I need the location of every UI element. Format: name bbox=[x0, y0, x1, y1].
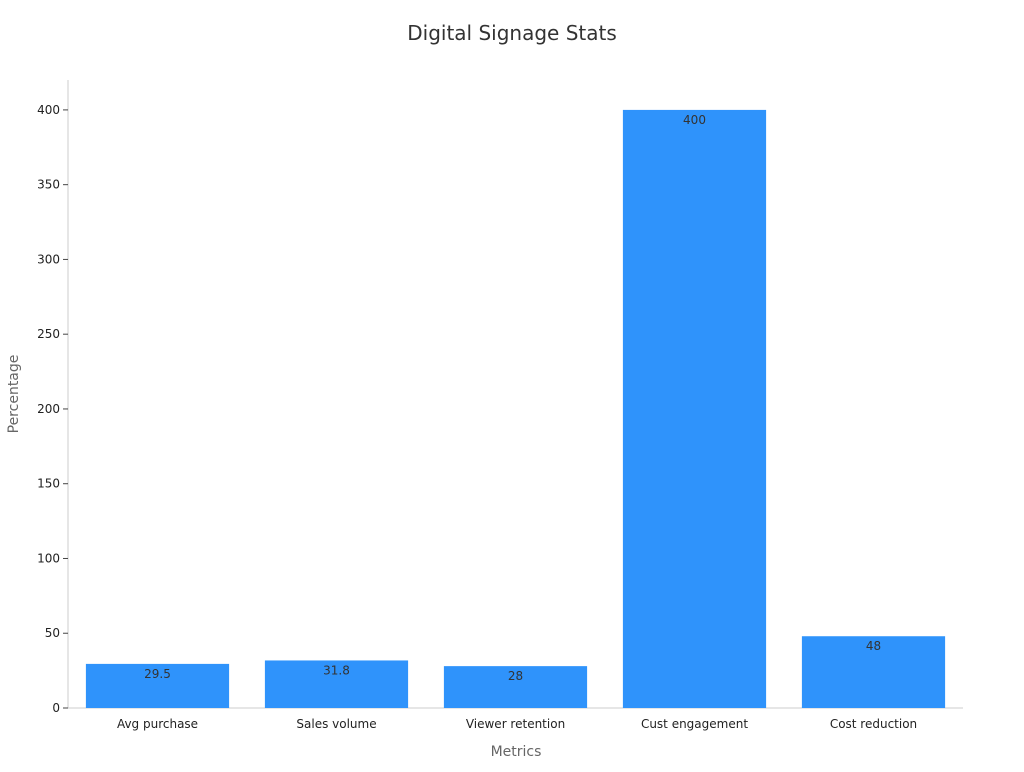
y-axis: 0 50 100 150 200 250 300 350 400 bbox=[37, 80, 69, 715]
bars: 29.5 31.8 28 400 48 bbox=[85, 109, 946, 708]
y-axis-title: Percentage bbox=[6, 355, 22, 434]
bar bbox=[801, 636, 946, 708]
x-tick-label: Avg purchase bbox=[117, 717, 198, 731]
x-tick-label: Sales volume bbox=[296, 717, 376, 731]
y-tick-label: 100 bbox=[37, 551, 60, 565]
bar-value-label: 31.8 bbox=[323, 663, 350, 677]
bar bbox=[443, 666, 588, 708]
y-tick-label: 400 bbox=[37, 103, 60, 117]
x-tick-label: Viewer retention bbox=[466, 717, 565, 731]
chart-title: Digital Signage Stats bbox=[407, 21, 617, 45]
y-tick-label: 350 bbox=[37, 178, 60, 192]
y-tick-label: 300 bbox=[37, 252, 60, 266]
bar-value-label: 400 bbox=[683, 113, 706, 127]
y-tick-label: 250 bbox=[37, 327, 60, 341]
bar bbox=[264, 660, 409, 708]
y-tick-label: 200 bbox=[37, 402, 60, 416]
x-axis-title: Metrics bbox=[491, 744, 542, 760]
y-tick-label: 50 bbox=[45, 626, 60, 640]
bar bbox=[85, 663, 230, 708]
bar-value-label: 28 bbox=[508, 669, 523, 683]
x-tick-label: Cust engagement bbox=[641, 717, 748, 731]
x-axis: Avg purchase Sales volume Viewer retention… bbox=[68, 707, 963, 731]
bar-value-label: 29.5 bbox=[144, 667, 171, 681]
y-tick-label: 150 bbox=[37, 477, 60, 491]
y-tick-label: 0 bbox=[52, 701, 60, 715]
x-tick-label: Cost reduction bbox=[830, 717, 917, 731]
bar-value-label: 48 bbox=[866, 639, 881, 653]
bar bbox=[622, 109, 767, 708]
